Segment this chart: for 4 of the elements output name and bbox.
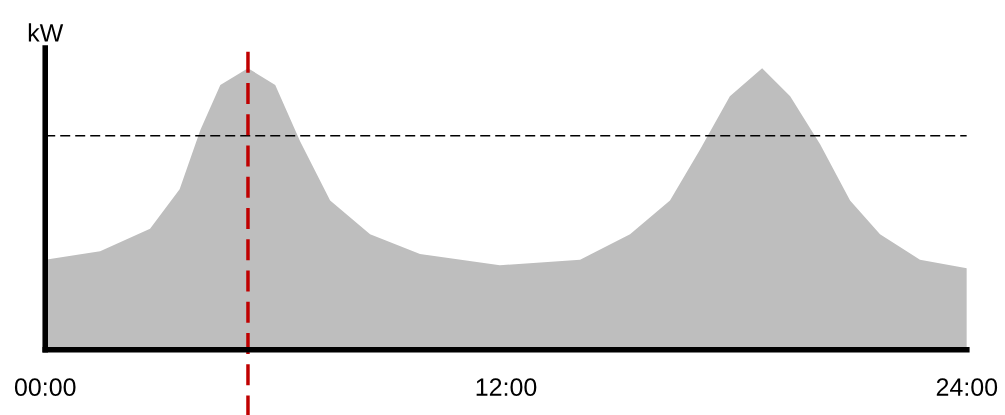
x-tick-label: 12:00 xyxy=(476,378,537,396)
x-tick-label: 24:00 xyxy=(936,378,998,396)
x-tick-label: 00:00 xyxy=(14,378,76,396)
y-axis-title: kW xyxy=(28,23,64,42)
